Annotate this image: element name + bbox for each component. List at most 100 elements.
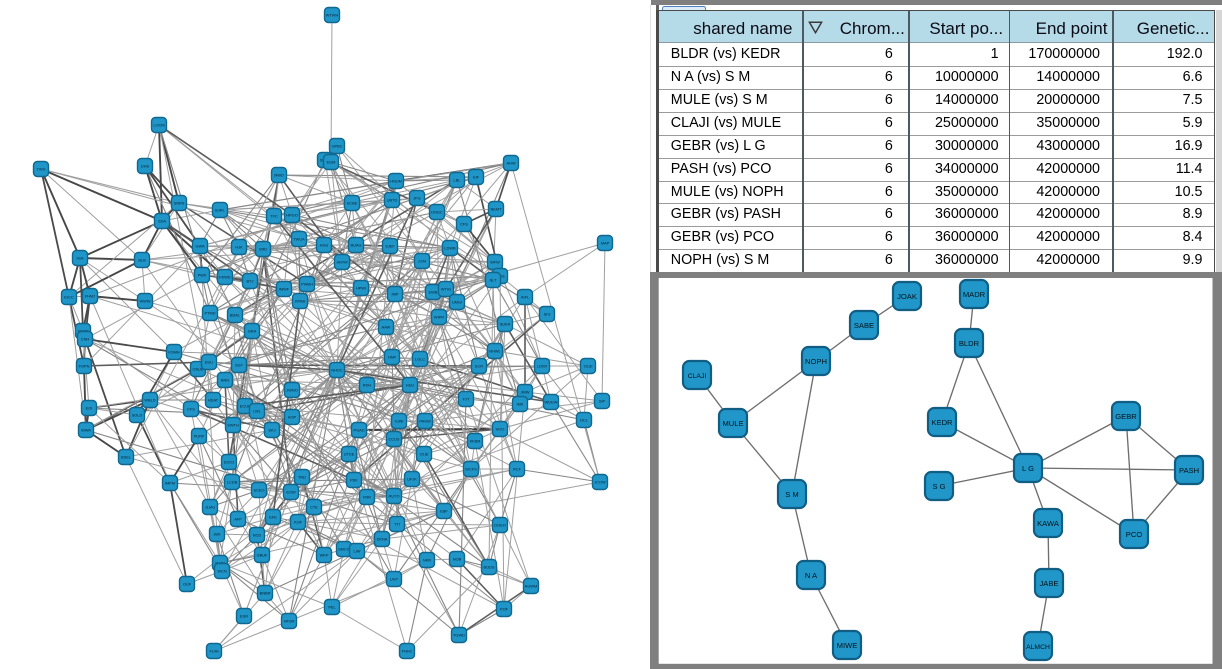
svg-text:CFS: CFS (460, 222, 468, 227)
svg-text:KKBR: KKBR (470, 439, 481, 444)
svg-text:FHMJ: FHMJ (85, 294, 95, 299)
svg-text:BODS: BODS (483, 565, 494, 570)
svg-text:IGH: IGH (77, 256, 84, 261)
svg-text:HNUM: HNUM (390, 179, 402, 184)
svg-text:MADR: MADR (963, 290, 986, 299)
svg-text:WTWH: WTWH (326, 13, 339, 18)
svg-text:NHWL: NHWL (489, 349, 501, 354)
svg-text:AIFL: AIFL (521, 295, 530, 300)
svg-text:DKNA: DKNA (377, 537, 388, 542)
svg-text:RCF: RCF (513, 467, 522, 472)
svg-text:HPGO: HPGO (286, 213, 297, 218)
svg-text:UMGI: UMGI (452, 300, 462, 305)
svg-text:JBK: JBK (213, 532, 221, 537)
svg-text:WWW: WWW (139, 299, 150, 304)
svg-text:TGWD: TGWD (453, 633, 465, 638)
svg-text:OLSI: OLSI (584, 364, 593, 369)
svg-text:JLMG: JLMG (205, 505, 215, 510)
svg-text:WWA: WWA (81, 428, 91, 433)
svg-text:NOB: NOB (453, 557, 462, 562)
svg-text:NLT: NLT (489, 278, 497, 283)
svg-text:IMK: IMK (517, 402, 524, 407)
svg-text:SIP: SIP (599, 399, 606, 404)
svg-text:OSUE: OSUE (192, 367, 203, 372)
svg-text:HJK: HJK (235, 245, 243, 250)
svg-text:FOPN: FOPN (79, 364, 90, 369)
svg-text:AAW: AAW (382, 325, 391, 330)
svg-text:EIF: EIF (473, 175, 480, 180)
svg-text:FKWD: FKWD (219, 275, 231, 280)
svg-text:EWB: EWB (429, 290, 438, 295)
svg-text:BNBR: BNBR (260, 591, 271, 596)
svg-text:KPAB: KPAB (295, 299, 305, 304)
svg-text:LWL: LWL (253, 409, 262, 414)
svg-text:ANTM: ANTM (336, 260, 347, 265)
svg-text:NOPH: NOPH (805, 357, 827, 366)
svg-text:WIPR: WIPR (434, 315, 444, 320)
svg-text:TFC: TFC (270, 214, 278, 219)
svg-text:EFE: EFE (269, 515, 277, 520)
svg-text:LBL: LBL (454, 178, 462, 183)
svg-text:PEL: PEL (328, 605, 336, 610)
svg-text:RUTO: RUTO (389, 494, 400, 499)
svg-text:NHOC: NHOC (331, 368, 343, 373)
svg-text:LOCM: LOCM (153, 123, 164, 128)
svg-text:LDWB: LDWB (444, 246, 456, 251)
svg-text:HOO: HOO (496, 427, 505, 432)
svg-text:KOF: KOF (294, 520, 303, 525)
svg-text:PURF: PURF (194, 434, 205, 439)
svg-text:AGWM: AGWM (525, 584, 538, 589)
svg-text:HGU: HGU (320, 243, 329, 248)
svg-text:N A: N A (805, 571, 818, 580)
svg-text:CLAJI: CLAJI (688, 373, 707, 380)
svg-text:JFG: JFG (413, 196, 420, 201)
svg-text:PTMD: PTMD (204, 311, 215, 316)
svg-text:HDAT: HDAT (208, 398, 219, 403)
svg-text:SNRS: SNRS (174, 201, 185, 206)
svg-text:SWTH: SWTH (227, 423, 239, 428)
svg-text:IMP: IMP (392, 292, 399, 297)
svg-text:NEMT: NEMT (490, 207, 502, 212)
svg-text:HUU: HUU (406, 383, 415, 388)
svg-text:GRA: GRA (248, 329, 257, 334)
svg-text:HNP: HNP (388, 355, 397, 360)
svg-text:IMWF: IMWF (279, 287, 290, 292)
svg-text:GEBR: GEBR (1115, 412, 1137, 421)
svg-text:PEK: PEK (350, 478, 358, 483)
svg-text:DCL: DCL (580, 418, 589, 423)
svg-text:FRR: FRR (363, 495, 371, 500)
svg-text:BLDR: BLDR (959, 339, 980, 348)
svg-text:WCFS: WCFS (465, 467, 477, 472)
svg-text:AFP: AFP (234, 517, 242, 522)
svg-text:LIW: LIW (354, 549, 361, 554)
svg-text:BJRL: BJRL (215, 208, 225, 213)
svg-text:TWG: TWG (36, 167, 45, 172)
svg-text:KAWA: KAWA (1037, 519, 1060, 528)
svg-text:SRD: SRD (259, 247, 267, 252)
svg-text:WCN: WCN (217, 569, 226, 574)
svg-text:EGM: EGM (327, 160, 336, 165)
svg-text:SKJ: SKJ (268, 428, 275, 433)
svg-text:S M: S M (785, 490, 799, 499)
svg-text:TTI: TTI (394, 522, 400, 527)
svg-text:BLB: BLB (138, 258, 146, 263)
svg-text:KEDR: KEDR (931, 418, 953, 427)
svg-text:TND: TND (298, 475, 306, 480)
svg-text:JWNO: JWNO (286, 388, 297, 393)
svg-text:DNGC: DNGC (431, 210, 443, 215)
svg-text:ALMCH: ALMCH (1026, 644, 1050, 651)
svg-text:ESR: ESR (240, 614, 248, 619)
svg-text:GJNI: GJNI (395, 419, 404, 424)
svg-text:FJT: FJT (463, 397, 470, 402)
svg-text:CTE: CTE (310, 505, 318, 510)
svg-text:MAP: MAP (601, 241, 610, 246)
svg-text:JOAK: JOAK (897, 292, 917, 301)
svg-text:BTJ: BTJ (247, 279, 254, 284)
svg-text:BNN: BNN (221, 378, 229, 383)
svg-text:GPBC: GPBC (331, 144, 342, 149)
svg-text:BUAG: BUAG (350, 243, 361, 248)
svg-text:LGLC: LGLC (415, 357, 425, 362)
svg-text:PAGW: PAGW (419, 419, 431, 424)
svg-text:CNH: CNH (81, 337, 90, 342)
svg-text:GWA: GWA (195, 244, 205, 249)
